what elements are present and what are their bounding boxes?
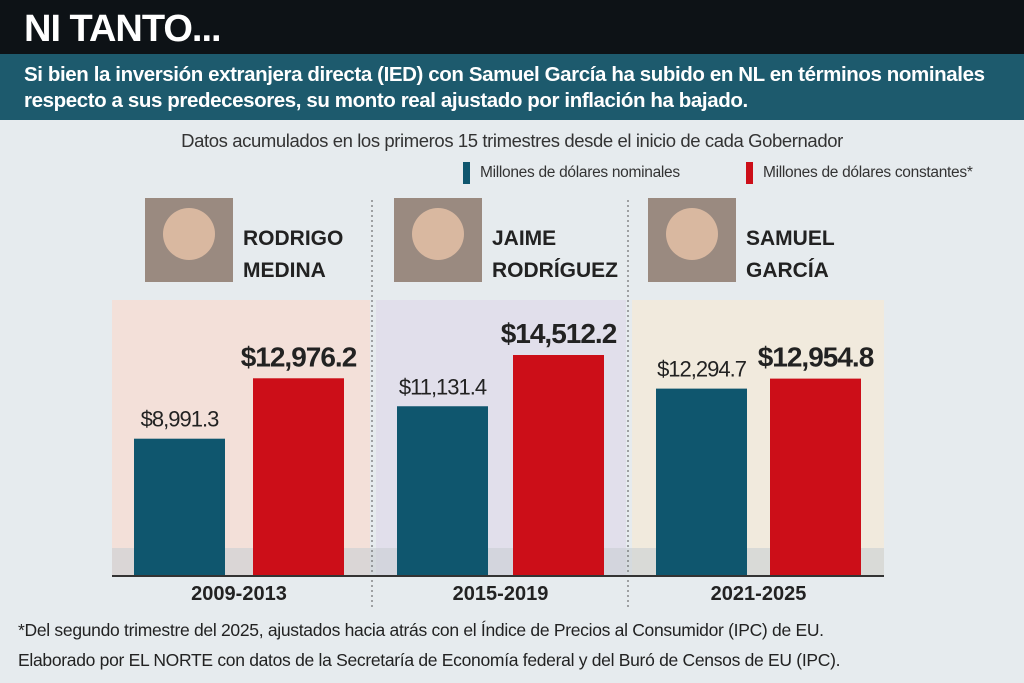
governor-last-name: GARCÍA xyxy=(746,259,829,282)
x-tick-label: 2015-2019 xyxy=(453,583,549,605)
data-label: $14,512.2 xyxy=(501,318,617,349)
legend-swatch xyxy=(463,162,470,184)
face-shape xyxy=(163,208,215,260)
legend-nominal: Millones de dólares nominales xyxy=(463,162,680,184)
source-note: Elaborado por EL NORTE con datos de la S… xyxy=(18,650,841,670)
data-label: $12,294.7 xyxy=(657,357,747,382)
data-label: $12,976.2 xyxy=(241,341,357,372)
legend-constant: Millones de dólares constantes* xyxy=(746,162,973,184)
face-shape xyxy=(412,208,464,260)
bar-nominal xyxy=(656,388,747,575)
baseline-shadow xyxy=(112,548,884,575)
governor-first-name: SAMUEL xyxy=(746,227,835,250)
x-tick-label: 2021-2025 xyxy=(711,583,807,605)
governor-last-name: RODRÍGUEZ xyxy=(492,259,618,282)
chart-title: Datos acumulados en los primeros 15 trim… xyxy=(181,130,843,151)
governor-first-name: RODRIGO xyxy=(243,227,343,250)
bar-nominal xyxy=(134,438,225,575)
legend-swatch xyxy=(746,162,753,184)
legend-label: Millones de dólares constantes* xyxy=(763,164,973,181)
page-title: NI TANTO... xyxy=(24,8,222,50)
data-label: $8,991.3 xyxy=(141,407,219,432)
face-shape xyxy=(666,208,718,260)
subtitle: Si bien la inversión extranjera directa … xyxy=(24,63,985,112)
legend-label: Millones de dólares nominales xyxy=(480,164,680,181)
bar-nominal xyxy=(397,406,488,575)
title-bar xyxy=(0,0,1024,54)
governor-first-name: JAIME xyxy=(492,227,556,250)
governor-last-name: MEDINA xyxy=(243,259,326,282)
bar-constant xyxy=(513,355,604,575)
footnote: *Del segundo trimestre del 2025, ajustad… xyxy=(18,620,824,640)
subtitle-band xyxy=(0,54,1024,120)
bar-constant xyxy=(253,378,344,575)
bar-constant xyxy=(770,378,861,575)
data-label: $12,954.8 xyxy=(758,342,874,373)
x-tick-label: 2009-2013 xyxy=(191,583,287,605)
data-label: $11,131.4 xyxy=(399,374,487,399)
